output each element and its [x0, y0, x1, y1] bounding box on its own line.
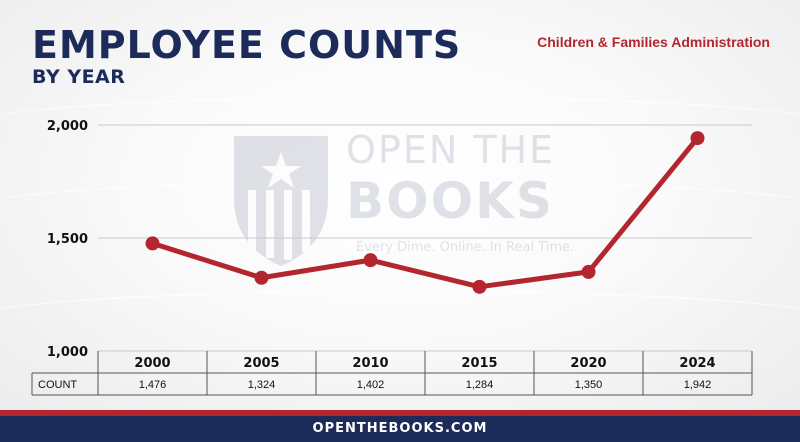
data-value-label: 1,476: [139, 379, 167, 391]
table-row-label: COUNT: [38, 379, 77, 391]
series-line-count: [150, 135, 700, 290]
data-value-label: 1,324: [248, 379, 276, 391]
page-title: EMPLOYEE COUNTS: [32, 23, 462, 67]
data-point: [363, 253, 378, 268]
y-tick-label: 1,000: [47, 345, 88, 360]
x-category-label: 2024: [679, 356, 715, 371]
data-point: [690, 131, 705, 146]
footer: OPENTHEBOOKS.COM: [0, 416, 800, 442]
background-wave: [0, 180, 800, 242]
data-value-label: 1,942: [684, 379, 712, 391]
x-category-label: 2000: [134, 356, 170, 371]
x-category-label: 2020: [570, 356, 606, 371]
watermark-tagline: Every Dime. Online. In Real Time.: [356, 240, 575, 255]
watermark-line1: OPEN THE: [346, 128, 556, 172]
data-point: [145, 236, 160, 251]
background-wave: [0, 290, 800, 352]
data-point: [472, 279, 487, 294]
data-point: [581, 264, 596, 279]
footer-site-link[interactable]: OPENTHEBOOKS.COM: [312, 421, 488, 436]
watermark-line2: BOOKS: [346, 172, 554, 230]
background-wave: [0, 96, 800, 158]
x-category-label: 2015: [461, 356, 497, 371]
footer-stripe: [0, 410, 800, 416]
page-subtitle: BY YEAR: [32, 66, 126, 88]
watermark: OPEN THE BOOKS Every Dime. Online. In Re…: [226, 128, 576, 268]
x-category-label: 2005: [243, 356, 279, 371]
data-value-label: 1,350: [575, 379, 603, 391]
y-tick-label: 2,000: [47, 119, 88, 134]
x-category-label: 2010: [352, 356, 388, 371]
y-tick-label: 1,500: [47, 232, 88, 247]
data-value-label: 1,402: [357, 379, 385, 391]
shield-logo-icon: [234, 136, 328, 266]
agency-name: Children & Families Administration: [537, 34, 770, 50]
line-chart: 2,000 1,500 1,000 COUNT 2000 1,476 2005 1,324 20…: [31, 119, 753, 396]
data-value-label: 1,284: [466, 379, 494, 391]
data-point: [254, 270, 269, 285]
